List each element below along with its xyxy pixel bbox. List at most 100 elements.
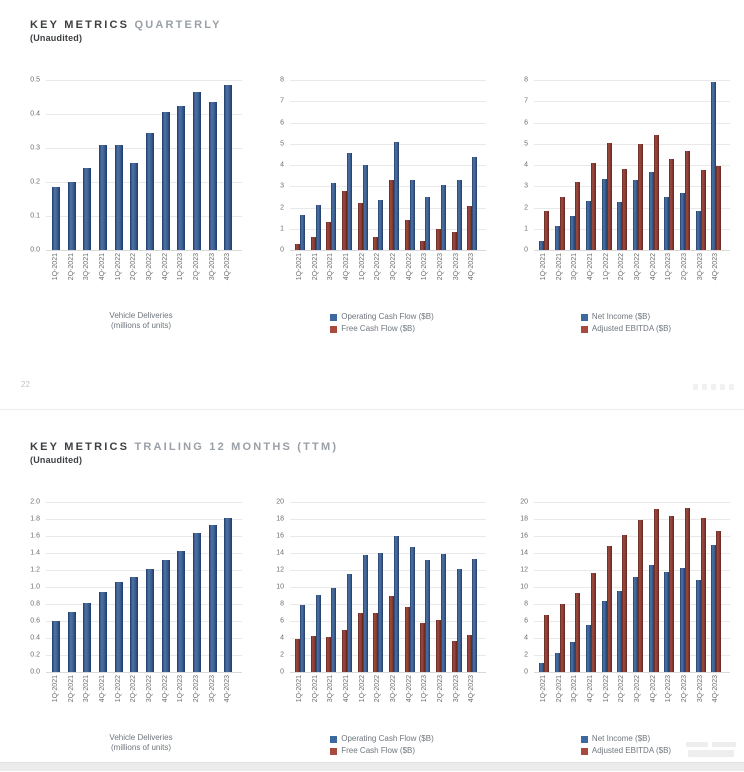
gridline [534,122,730,124]
bar-blue [632,576,638,672]
bar-group [323,502,339,672]
bar-blue [585,625,591,672]
x-axis-tick-label: 2Q-2023 [680,253,688,281]
bar-blue [695,580,701,672]
x-axis-tick-label: 1Q-2022 [602,253,610,281]
bar-group [95,80,111,250]
bar-group [646,80,662,250]
bar-group [111,80,127,250]
bar-blue [378,553,384,672]
bar-red [451,231,457,250]
bar-group [48,80,64,250]
bar-red [684,151,690,250]
bar-group [370,80,386,250]
gridline [290,604,486,605]
bar-group [567,80,583,250]
x-axis-tick-label: 4Q-2021 [342,675,350,703]
bar-group [111,502,127,672]
x-axis-tick-label: 4Q-2021 [586,253,594,281]
gridline [534,502,730,503]
legend-item: Free Cash Flow ($B) [330,323,415,335]
bar-group [292,80,308,250]
bar-group [292,502,308,672]
bar-group [449,502,465,672]
bar-blue [161,112,170,250]
y-axis-tick-label: 1.8 [30,515,40,523]
bar-blue [224,85,233,250]
y-axis-tick-label: 8 [524,600,528,608]
slide-title-light: TRAILING 12 MONTHS (TTM) [134,441,339,453]
x-axis-tick-label: 2Q-2023 [436,253,444,281]
bar-red [373,612,379,672]
bar-red [622,535,628,672]
x-axis-tick-label: 3Q-2023 [452,253,460,281]
bar-group [599,80,615,250]
gridline [290,186,486,188]
bar-group [370,502,386,672]
y-axis-tick-label: 3 [524,182,528,190]
y-axis: 0.0 0.2 0.4 0.6 0.8 1.0 1.2 1.4 1.6 1.8 2.0 [16,499,46,676]
gridline [290,553,486,554]
bar-red [420,240,426,250]
bar-blue [425,559,431,672]
legend-item: Free Cash Flow ($B) [330,745,415,757]
bar-blue [554,653,560,672]
bar-group [677,502,693,672]
bar-blue [98,144,107,250]
slide-subtitle: (Unaudited) [30,455,83,465]
y-axis-tick-label: 2 [524,651,528,659]
bar-blue [711,544,717,672]
bar-red [590,163,596,250]
bar-group [646,502,662,672]
bar-group [323,80,339,250]
x-axis-tick-label: 3Q-2021 [327,675,335,703]
bar-group [630,502,646,672]
legend-label: Net Income ($B) [591,734,651,743]
gridline [46,80,242,81]
x-axis-tick-label: 2Q-2022 [374,253,382,281]
bar-group [433,80,449,250]
x-axis-tick-label: 3Q-2021 [83,675,91,703]
bar-blue [192,532,201,672]
bar-blue [538,662,544,672]
legend-item: Net Income ($B) [580,311,650,323]
y-axis-tick-label: 18 [276,515,284,523]
bar-group [433,502,449,672]
x-axis-tick-label: 3Q-2023 [696,253,704,281]
x-axis-tick-label: 3Q-2023 [208,675,216,703]
gridline [534,638,730,639]
bar-blue [145,568,154,672]
gridline [534,250,730,251]
x-axis-tick-label: 1Q-2023 [665,675,673,703]
gridline [290,143,486,145]
y-axis-tick-label: 18 [520,515,528,523]
y-axis-tick-label: 12 [520,566,528,574]
slide-title: KEY METRICS TRAILING 12 MONTHS (TTM) [30,440,744,454]
bar-group [630,80,646,250]
x-axis-tick-label: 1Q-2022 [114,675,122,703]
legend-label: Adjusted EBITDA ($B) [591,324,672,333]
y-axis-tick-label: 12 [276,566,284,574]
bar-blue [177,550,186,672]
gridline [290,570,486,571]
x-axis-labels: 1Q-2021 2Q-2021 3Q-2021 4Q-2021 1Q-2022 2Q-20… [292,253,480,301]
bar-group [599,502,615,672]
bar-group [355,502,371,672]
bar-red [700,518,706,672]
y-axis-tick-label: 1 [524,225,528,233]
bar-blue [664,571,670,672]
y-axis-tick-label: 8 [280,600,284,608]
gridline [534,143,730,145]
bar-group [64,80,80,250]
x-axis-tick-label: 3Q-2023 [208,253,216,281]
y-axis-tick-label: 4 [524,161,528,169]
y-axis-tick-label: 20 [520,498,528,506]
y-axis-tick-label: 1 [280,225,284,233]
bar-red [341,629,347,672]
x-axis-tick-label: 1Q-2021 [295,253,303,281]
legend-item: Adjusted EBITDA ($B) [580,323,672,335]
y-axis-tick-label: 0.4 [30,110,40,118]
y-axis-tick-label: 1.4 [30,549,40,557]
bar-blue [114,581,123,672]
y-axis-tick-label: 0.3 [30,144,40,152]
